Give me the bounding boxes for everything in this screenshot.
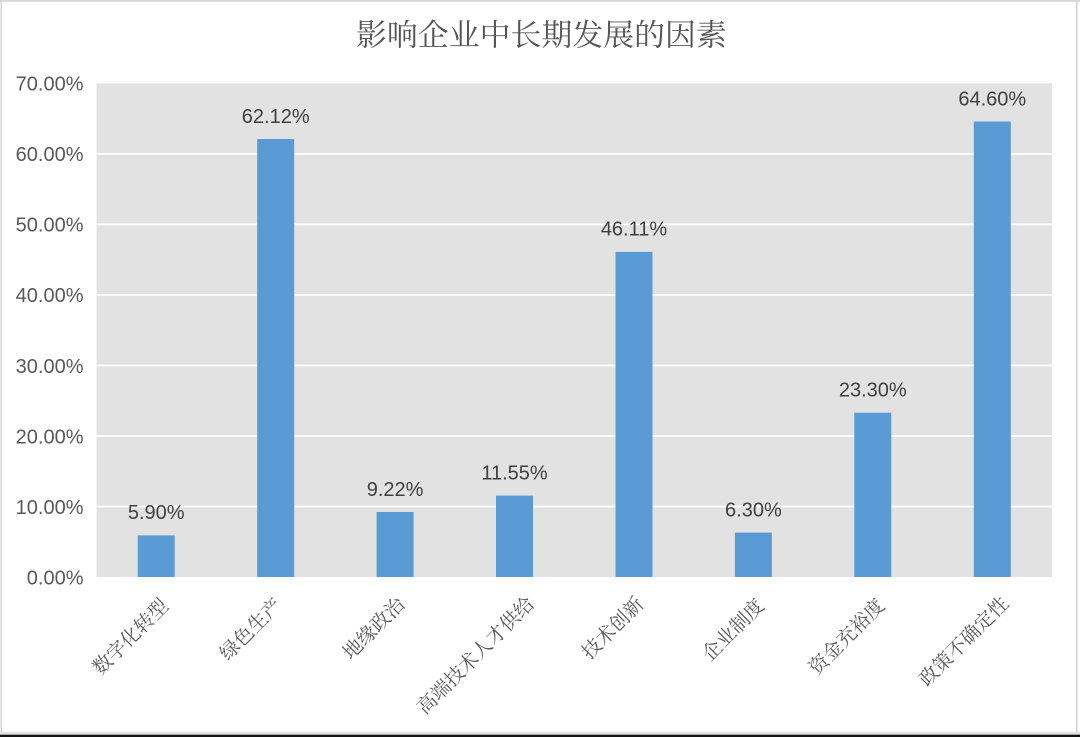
svg-text:11.55%: 11.55% — [481, 462, 548, 484]
svg-text:64.60%: 64.60% — [958, 88, 1026, 110]
svg-text:40.00%: 40.00% — [16, 285, 84, 307]
svg-text:30.00%: 30.00% — [16, 356, 84, 378]
svg-text:50.00%: 50.00% — [16, 215, 84, 237]
svg-text:10.00%: 10.00% — [16, 497, 84, 519]
svg-text:0.00%: 0.00% — [27, 567, 84, 589]
svg-text:20.00%: 20.00% — [16, 426, 84, 448]
svg-text:60.00%: 60.00% — [16, 144, 84, 166]
svg-text:70.00%: 70.00% — [16, 74, 84, 96]
svg-text:46.11%: 46.11% — [601, 219, 668, 241]
svg-text:62.12%: 62.12% — [242, 106, 310, 128]
svg-text:5.90%: 5.90% — [128, 502, 185, 524]
svg-text:6.30%: 6.30% — [725, 499, 782, 521]
svg-text:23.30%: 23.30% — [839, 380, 907, 402]
svg-text:9.22%: 9.22% — [367, 479, 424, 501]
